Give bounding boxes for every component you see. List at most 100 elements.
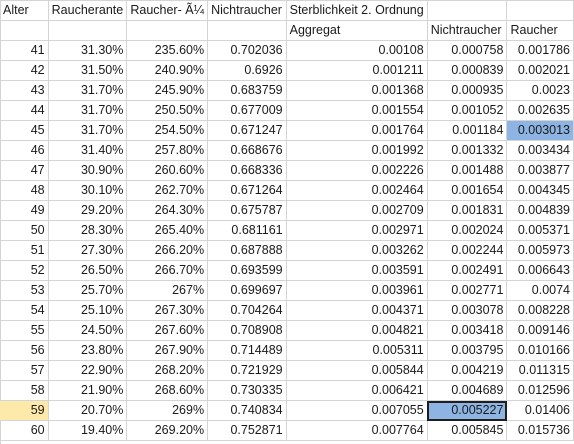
cell-nonsmoker[interactable]: 0.693599 — [207, 260, 287, 281]
cell-nonsmoker[interactable]: 0.677009 — [207, 100, 287, 121]
cell-smoker-ratio[interactable]: 250.50% — [126, 100, 209, 121]
cell-age[interactable]: 42 — [0, 60, 49, 81]
cell-nonsmoker[interactable]: 0.671247 — [207, 120, 287, 141]
cell-smoker-mort[interactable]: 0.0074 — [506, 280, 574, 301]
cell-nonsmoker-mort[interactable]: 0.000935 — [426, 80, 508, 101]
cell-nonsmoker[interactable]: 0.675787 — [207, 200, 287, 221]
cell-smoker-share[interactable]: 30.10% — [47, 180, 128, 201]
cell-nonsmoker[interactable]: 0.671264 — [207, 180, 287, 201]
cell-nonsmoker-mort[interactable]: 0.001488 — [426, 160, 508, 181]
cell-nonsmoker[interactable]: 0.740834 — [207, 400, 287, 421]
cell-smoker-share[interactable]: 31.70% — [47, 80, 128, 101]
subheader-cell-aggregate[interactable]: Aggregat — [285, 20, 428, 41]
cell-smoker-share[interactable]: 29.20% — [47, 200, 128, 221]
cell-nonsmoker[interactable]: 0.704264 — [207, 300, 287, 321]
cell-aggregate[interactable]: 0.001368 — [285, 80, 428, 101]
cell-age[interactable]: 54 — [0, 300, 49, 321]
cell-age[interactable]: 41 — [0, 40, 49, 61]
cell-smoker-share[interactable]: 31.40% — [47, 140, 128, 161]
cell-smoker-ratio[interactable]: 240.90% — [126, 60, 209, 81]
cell-smoker-ratio[interactable]: 265.40% — [126, 220, 209, 241]
cell-smoker-share[interactable]: 19.40% — [47, 420, 128, 441]
cell-smoker-share[interactable]: 24.50% — [47, 320, 128, 341]
cell-smoker-mort[interactable]: 0.0023 — [506, 80, 574, 101]
cell-aggregate[interactable]: 0.005311 — [285, 340, 428, 361]
header-cell-nonsmoker-mort[interactable] — [426, 0, 508, 21]
cell-smoker-mort[interactable]: 0.01406 — [506, 400, 574, 421]
cell-smoker-ratio[interactable]: 267.60% — [126, 320, 209, 341]
cell-smoker-ratio[interactable]: 267.30% — [126, 300, 209, 321]
cell-age[interactable]: 58 — [0, 380, 49, 401]
cell-smoker-mort[interactable]: 0.003877 — [506, 160, 574, 181]
cell-nonsmoker-mort[interactable]: 0.001831 — [426, 200, 508, 221]
cell-age[interactable]: 46 — [0, 140, 49, 161]
cell-age[interactable]: 56 — [0, 340, 49, 361]
cell-nonsmoker-mort[interactable]: 0.000758 — [426, 40, 508, 61]
cell-nonsmoker-mort[interactable]: 0.001654 — [426, 180, 508, 201]
cell-aggregate[interactable]: 0.006421 — [285, 380, 428, 401]
cell-smoker-ratio[interactable]: 266.70% — [126, 260, 209, 281]
cell-age[interactable]: 60 — [0, 420, 49, 441]
cell-smoker-ratio[interactable]: 268.20% — [126, 360, 209, 381]
cell-smoker-share[interactable]: 28.30% — [47, 220, 128, 241]
cell-nonsmoker[interactable]: 0.730335 — [207, 380, 287, 401]
header-cell-aggregate[interactable]: Sterblichkeit 2. Ordnung — [285, 0, 428, 21]
cell-nonsmoker[interactable]: 0.708908 — [207, 320, 287, 341]
cell-nonsmoker-mort[interactable]: 0.003795 — [426, 340, 508, 361]
cell-age[interactable]: 55 — [0, 320, 49, 341]
cell-smoker-mort[interactable]: 0.006643 — [506, 260, 574, 281]
subheader-cell-smoker-ratio[interactable] — [126, 20, 209, 41]
cell-smoker-ratio[interactable]: 266.20% — [126, 240, 209, 261]
cell-age[interactable]: 52 — [0, 260, 49, 281]
cell-smoker-mort[interactable]: 0.012596 — [506, 380, 574, 401]
cell-smoker-mort[interactable]: 0.008228 — [506, 300, 574, 321]
cell-smoker-ratio[interactable]: 245.90% — [126, 80, 209, 101]
cell-smoker-mort[interactable]: 0.015736 — [506, 420, 574, 441]
cell-aggregate[interactable]: 0.001554 — [285, 100, 428, 121]
cell-nonsmoker-mort[interactable]: 0.005227 — [426, 400, 508, 421]
cell-aggregate[interactable]: 0.001211 — [285, 60, 428, 81]
subheader-cell-nonsmoker[interactable] — [207, 20, 287, 41]
cell-smoker-ratio[interactable]: 257.80% — [126, 140, 209, 161]
cell-smoker-ratio[interactable]: 260.60% — [126, 160, 209, 181]
subheader-cell-age[interactable] — [0, 20, 49, 41]
cell-smoker-share[interactable]: 21.90% — [47, 380, 128, 401]
cell-smoker-mort[interactable]: 0.009146 — [506, 320, 574, 341]
cell-nonsmoker-mort[interactable]: 0.002244 — [426, 240, 508, 261]
cell-smoker-ratio[interactable]: 235.60% — [126, 40, 209, 61]
cell-aggregate[interactable]: 0.003591 — [285, 260, 428, 281]
cell-age[interactable]: 45 — [0, 120, 49, 141]
cell-smoker-share[interactable]: 25.10% — [47, 300, 128, 321]
cell-aggregate[interactable]: 0.002709 — [285, 200, 428, 221]
cell-aggregate[interactable]: 0.001992 — [285, 140, 428, 161]
cell-aggregate[interactable]: 0.002226 — [285, 160, 428, 181]
cell-age[interactable]: 53 — [0, 280, 49, 301]
cell-age[interactable]: 49 — [0, 200, 49, 221]
cell-smoker-mort[interactable]: 0.004839 — [506, 200, 574, 221]
header-cell-smoker-ratio[interactable]: Raucher- Ã¼ — [126, 0, 209, 21]
cell-smoker-ratio[interactable]: 267.90% — [126, 340, 209, 361]
cell-aggregate[interactable]: 0.007764 — [285, 420, 428, 441]
subheader-cell-nonsmoker-mort[interactable]: Nichtraucher — [426, 20, 508, 41]
cell-smoker-share[interactable]: 20.70% — [47, 400, 128, 421]
cell-aggregate[interactable]: 0.00108 — [285, 40, 428, 61]
cell-nonsmoker-mort[interactable]: 0.001052 — [426, 100, 508, 121]
cell-smoker-share[interactable]: 31.30% — [47, 40, 128, 61]
cell-smoker-ratio[interactable]: 269.20% — [126, 420, 209, 441]
cell-nonsmoker[interactable]: 0.683759 — [207, 80, 287, 101]
cell-smoker-share[interactable]: 30.90% — [47, 160, 128, 181]
cell-aggregate[interactable]: 0.001764 — [285, 120, 428, 141]
cell-smoker-ratio[interactable]: 269% — [126, 400, 209, 421]
cell-smoker-mort[interactable]: 0.002635 — [506, 100, 574, 121]
cell-aggregate[interactable]: 0.004821 — [285, 320, 428, 341]
cell-nonsmoker-mort[interactable]: 0.002024 — [426, 220, 508, 241]
cell-nonsmoker[interactable]: 0.681161 — [207, 220, 287, 241]
cell-age[interactable]: 51 — [0, 240, 49, 261]
cell-nonsmoker[interactable]: 0.668336 — [207, 160, 287, 181]
cell-aggregate[interactable]: 0.002971 — [285, 220, 428, 241]
cell-nonsmoker-mort[interactable]: 0.002771 — [426, 280, 508, 301]
cell-smoker-share[interactable]: 31.70% — [47, 100, 128, 121]
cell-smoker-mort[interactable]: 0.005973 — [506, 240, 574, 261]
cell-nonsmoker-mort[interactable]: 0.000839 — [426, 60, 508, 81]
cell-aggregate[interactable]: 0.005844 — [285, 360, 428, 381]
